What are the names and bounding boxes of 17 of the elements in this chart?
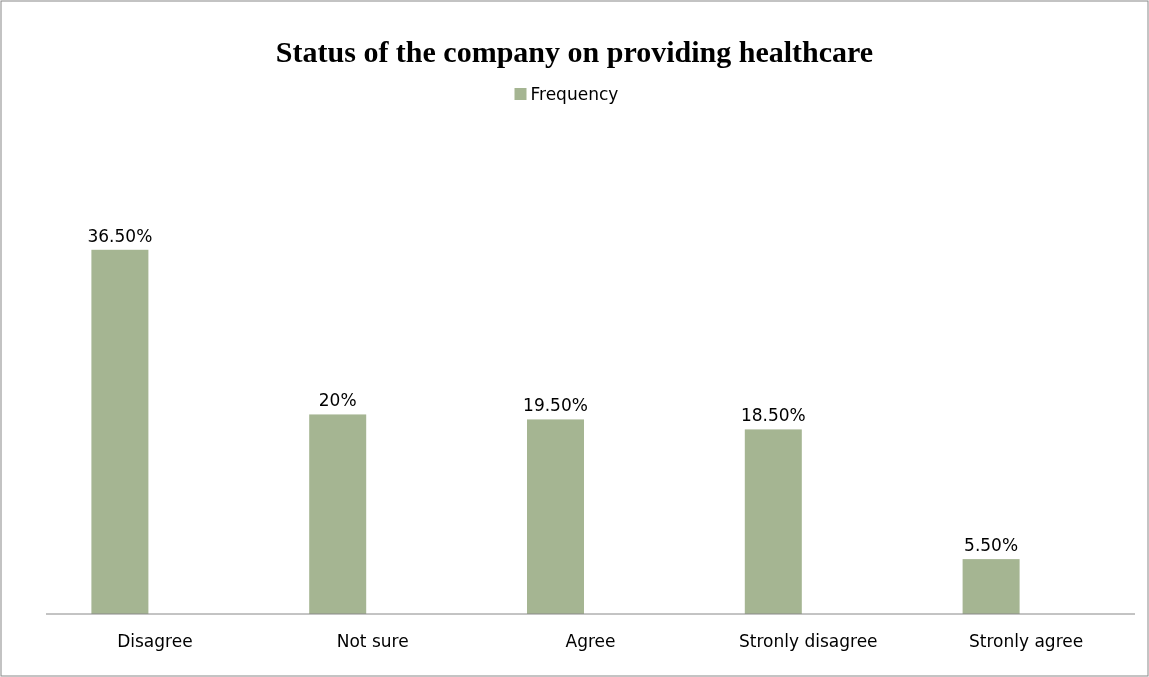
- data-label: 36.50%: [87, 225, 153, 246]
- data-label: 20%: [318, 390, 357, 411]
- bar: [527, 419, 584, 614]
- x-tick-label: Stronly disagree: [739, 631, 878, 651]
- x-tick-label: Disagree: [117, 631, 193, 651]
- bar: [962, 559, 1020, 614]
- bar: [744, 429, 802, 614]
- x-tick-label: Not sure: [336, 631, 409, 651]
- legend-label: Frequency: [530, 84, 619, 104]
- data-label: 19.50%: [523, 395, 588, 416]
- bar: [91, 249, 149, 614]
- x-tick-label: Stronly agree: [969, 631, 1084, 651]
- data-label: 18.50%: [740, 405, 806, 426]
- data-label: 5.50%: [964, 535, 1019, 556]
- chart-title: Status of the company on providing healthcare: [275, 35, 874, 68]
- bar: [309, 414, 367, 614]
- x-tick-label: Agree: [565, 631, 616, 651]
